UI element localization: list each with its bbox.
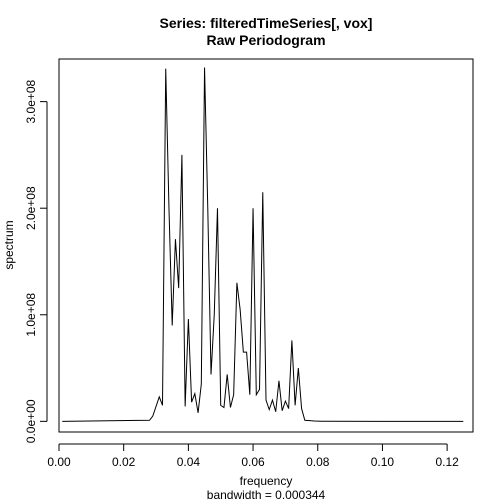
chart-subtitle: Raw Periodogram (206, 32, 325, 48)
spectrum-series-line (62, 67, 464, 422)
x-tick-label: 0.08 (306, 455, 330, 469)
x-tick-label: 0.10 (371, 455, 395, 469)
plot-frame (58, 58, 474, 433)
y-tick-label: 2.0e+08 (24, 186, 38, 230)
y-axis: 0.0e+00 1.0e+08 2.0e+08 3.0e+08 (24, 79, 48, 443)
x-axis-sublabel: bandwidth = 0.000344 (207, 488, 326, 502)
x-tick-label: 0.06 (241, 455, 265, 469)
chart-title: Series: filteredTimeSeries[, vox] (160, 15, 373, 31)
y-tick-label: 1.0e+08 (24, 293, 38, 337)
x-tick-label: 0.04 (177, 455, 201, 469)
x-tick-label: 0.00 (47, 455, 71, 469)
x-axis-label: frequency (240, 474, 293, 488)
y-tick-label: 0.0e+00 (24, 399, 38, 443)
x-tick-label: 0.02 (112, 455, 136, 469)
x-tick-label: 0.12 (435, 455, 459, 469)
x-axis: 0.00 0.02 0.04 0.06 0.08 0.10 0.12 (47, 443, 459, 469)
y-tick-label: 3.0e+08 (24, 79, 38, 123)
y-axis-label: spectrum (2, 220, 16, 269)
